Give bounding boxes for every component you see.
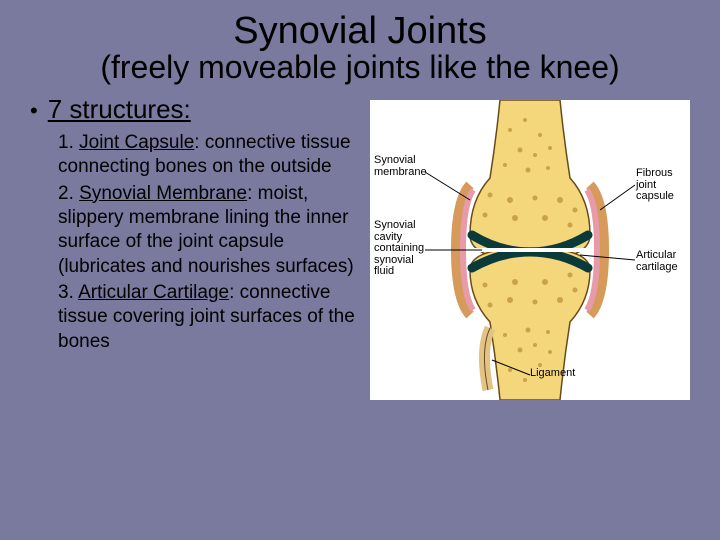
bullet-row: • 7 structures: bbox=[30, 94, 360, 125]
bullet-heading: 7 structures: bbox=[48, 94, 191, 125]
item-number: 1. bbox=[58, 132, 74, 153]
title-block: Synovial Joints (freely moveable joints … bbox=[0, 0, 720, 86]
list-item: 2. Synovial Membrane: moist, slippery me… bbox=[58, 182, 360, 279]
list-item: 1. Joint Capsule: connective tissue conn… bbox=[58, 131, 360, 180]
label-articular-cartilage: Articularcartilage bbox=[636, 250, 678, 273]
item-term: Joint Capsule bbox=[79, 132, 194, 153]
item-term: Articular Cartilage bbox=[78, 282, 229, 303]
label-ligament: Ligament bbox=[530, 368, 575, 380]
list-item: 3. Articular Cartilage: connective tissu… bbox=[58, 281, 360, 354]
label-fibrous-capsule: Fibrousjointcapsule bbox=[636, 168, 674, 203]
title-line-1: Synovial Joints bbox=[0, 10, 720, 53]
bullet-dot-icon: • bbox=[30, 100, 38, 122]
label-synovial-cavity: Synovialcavitycontainingsynovialfluid bbox=[374, 220, 424, 278]
item-number: 2. bbox=[58, 183, 74, 204]
item-term: Synovial Membrane bbox=[79, 183, 247, 204]
label-synovial-membrane: Synovialmembrane bbox=[374, 155, 427, 178]
upper-bone-shape bbox=[470, 100, 590, 260]
item-number: 3. bbox=[58, 282, 74, 303]
diagram-panel: Synovialmembrane Synovialcavitycontainin… bbox=[370, 100, 690, 400]
title-line-2: (freely moveable joints like the knee) bbox=[0, 49, 720, 86]
leader-capsule bbox=[600, 185, 635, 210]
text-column: • 7 structures: 1. Joint Capsule: connec… bbox=[30, 94, 360, 400]
structures-list: 1. Joint Capsule: connective tissue conn… bbox=[30, 131, 360, 354]
content-row: • 7 structures: 1. Joint Capsule: connec… bbox=[0, 86, 720, 400]
